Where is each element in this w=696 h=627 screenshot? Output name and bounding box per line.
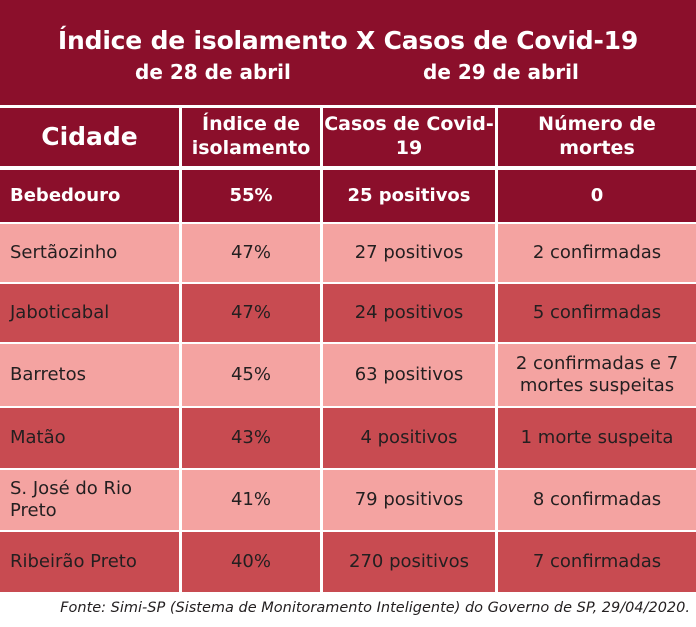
cell-city: S. José do Rio Preto	[0, 470, 179, 530]
table-title: Índice de isolamento X Casos de Covid-19	[57, 26, 639, 55]
title-date-isolation: de 28 de abril	[135, 60, 291, 84]
table-header-row: Cidade Índice de isolamento Casos de Cov…	[0, 108, 696, 166]
cell-city: Sertãozinho	[0, 224, 179, 282]
column-header-deaths: Número de mortes	[498, 108, 696, 166]
column-header-city: Cidade	[0, 108, 179, 166]
cell-city: Jaboticabal	[0, 284, 179, 342]
cell-deaths: 2 confirmadas	[498, 224, 696, 282]
table-row: Sertãozinho 47% 27 positivos 2 confirmadas	[0, 224, 696, 282]
cell-city: Ribeirão Preto	[0, 532, 179, 592]
cell-isolation: 47%	[182, 284, 320, 342]
cell-cases: 27 positivos	[323, 224, 495, 282]
table-row: Bebedouro 55% 25 positivos 0	[0, 170, 696, 222]
cell-deaths: 1 morte suspeita	[498, 408, 696, 468]
source-note: Fonte: Simi-SP (Sistema de Monitoramento…	[60, 600, 690, 616]
cell-deaths: 8 confirmadas	[498, 470, 696, 530]
cell-isolation: 43%	[182, 408, 320, 468]
column-header-isolation: Índice de isolamento	[182, 108, 320, 166]
cell-deaths: 7 confirmadas	[498, 532, 696, 592]
cell-isolation: 47%	[182, 224, 320, 282]
column-header-cases: Casos de Covid-19	[323, 108, 495, 166]
table-row: Jaboticabal 47% 24 positivos 5 confirmadas	[0, 284, 696, 342]
cell-deaths: 2 confirmadas e 7 mortes suspeitas	[498, 344, 696, 406]
cell-city: Bebedouro	[0, 170, 179, 222]
cell-deaths: 0	[498, 170, 696, 222]
table-row: Matão 43% 4 positivos 1 morte suspeita	[0, 408, 696, 468]
cell-cases: 79 positivos	[323, 470, 495, 530]
cell-cases: 4 positivos	[323, 408, 495, 468]
table-row: S. José do Rio Preto 41% 79 positivos 8 con…	[0, 470, 696, 530]
cell-deaths: 5 confirmadas	[498, 284, 696, 342]
cell-city: Matão	[0, 408, 179, 468]
cell-cases: 63 positivos	[323, 344, 495, 406]
cell-cases: 25 positivos	[323, 170, 495, 222]
cell-isolation: 45%	[182, 344, 320, 406]
cell-isolation: 41%	[182, 470, 320, 530]
cell-isolation: 40%	[182, 532, 320, 592]
table-row: Ribeirão Preto 40% 270 positivos 7 confirma…	[0, 532, 696, 592]
cell-city: Barretos	[0, 344, 179, 406]
title-band: Índice de isolamento X Casos de Covid-19…	[0, 0, 696, 105]
cell-isolation: 55%	[182, 170, 320, 222]
title-date-cases: de 29 de abril	[423, 60, 579, 84]
cell-cases: 24 positivos	[323, 284, 495, 342]
cell-cases: 270 positivos	[323, 532, 495, 592]
table-row: Barretos 45% 63 positivos 2 confirmadas e 7…	[0, 344, 696, 406]
